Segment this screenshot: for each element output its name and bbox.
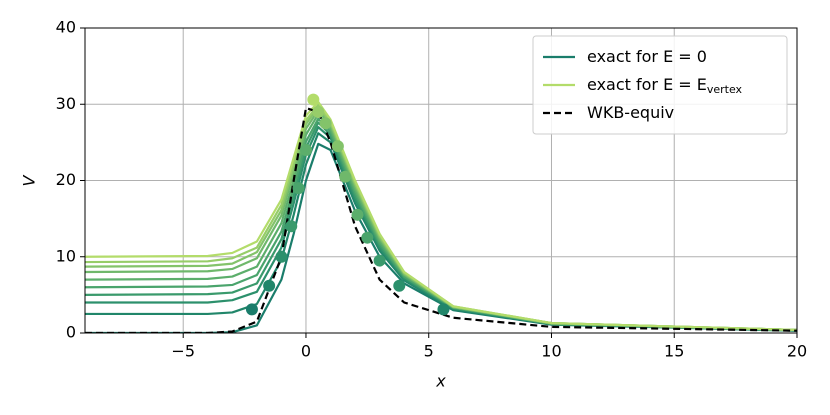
series-line: [85, 100, 797, 332]
legend-text: exact for E = E: [587, 75, 707, 94]
series-line: [85, 106, 797, 333]
marker: [319, 117, 332, 130]
marker: [307, 93, 320, 106]
series-line: [85, 103, 797, 332]
legend-text: WKB-equiv: [587, 103, 674, 122]
marker: [351, 208, 364, 221]
marker: [312, 105, 325, 118]
x-tick-label: 5: [424, 342, 434, 361]
marker: [299, 144, 312, 156]
x-tick-label: −5: [171, 342, 195, 361]
legend-box: [532, 35, 788, 135]
y-tick-label: 40: [56, 18, 76, 37]
x-axis-label: x: [435, 372, 446, 391]
marker: [339, 170, 352, 183]
y-tick-label: 30: [56, 94, 76, 113]
legend-label: exact for E = 0: [587, 47, 707, 66]
marker: [373, 254, 386, 267]
x-tick-label: 0: [301, 342, 311, 361]
marker: [361, 231, 374, 244]
marker: [275, 250, 288, 263]
marker: [437, 303, 450, 316]
plot-area: [85, 93, 797, 333]
marker: [292, 182, 305, 195]
series-line: [85, 142, 797, 333]
marker: [245, 303, 258, 316]
legend-label: WKB-equiv: [587, 103, 674, 122]
marker: [285, 220, 298, 233]
x-tick-label: 10: [541, 342, 561, 361]
axes-frame: [84, 27, 798, 334]
y-axis-label: V: [20, 174, 39, 186]
x-tick-label: 15: [664, 342, 684, 361]
y-tick-label: 20: [56, 170, 76, 189]
marker: [263, 279, 276, 292]
legend-text: exact for E = 0: [587, 47, 707, 66]
legend-label: exact for E = Evertex: [587, 75, 743, 97]
legend-subscript: vertex: [707, 83, 743, 96]
y-tick-label: 0: [66, 323, 76, 342]
x-tick-label: 20: [787, 342, 807, 361]
marker: [393, 279, 406, 292]
y-tick-label: 10: [56, 246, 76, 265]
marker: [331, 140, 344, 153]
